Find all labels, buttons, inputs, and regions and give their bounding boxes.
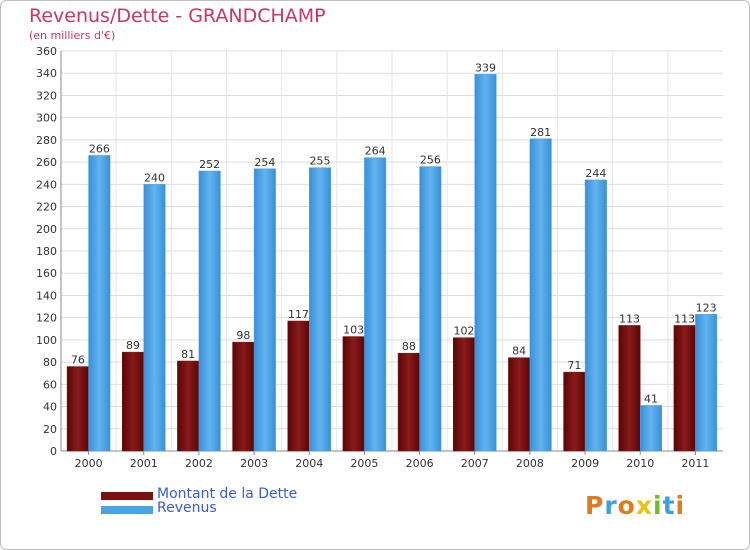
brand-letter: r (604, 491, 618, 520)
x-tick-label: 2008 (516, 457, 544, 470)
y-tick-label: 100 (36, 334, 57, 347)
x-tick-label: 2004 (295, 457, 323, 470)
legend-swatch-revenue (101, 506, 153, 514)
bar-debt (397, 352, 420, 452)
y-tick-label: 360 (36, 45, 57, 58)
bar-revenue (309, 167, 331, 452)
legend-label-revenue: Revenus (157, 500, 217, 516)
data-label-debt: 117 (288, 308, 309, 321)
bar-debt (563, 371, 586, 452)
bar-revenue (474, 74, 497, 452)
y-tick-label: 120 (36, 312, 57, 325)
y-tick-label: 60 (43, 378, 57, 391)
x-tick-label: 2002 (185, 457, 213, 470)
y-tick-label: 300 (36, 112, 57, 125)
x-tick-label: 2005 (350, 457, 378, 470)
x-tick-label: 2011 (681, 457, 709, 470)
bar-revenue (253, 168, 276, 452)
x-tick-label: 2000 (75, 457, 103, 470)
data-label-debt: 113 (619, 312, 640, 325)
y-tick-label: 280 (36, 134, 57, 147)
x-tick-label: 2010 (626, 457, 654, 470)
chart-subtitle: (en milliers d'€) (29, 29, 116, 42)
data-label-debt: 113 (674, 312, 695, 325)
bar-revenue (640, 405, 662, 452)
bar-debt (122, 351, 144, 452)
data-label-revenue: 266 (89, 142, 110, 155)
y-tick-label: 200 (36, 223, 57, 236)
chart-title: Revenus/Dette - GRANDCHAMP (29, 5, 326, 27)
data-label-revenue: 281 (530, 126, 551, 139)
y-tick-label: 340 (36, 67, 57, 80)
y-tick-label: 20 (43, 423, 57, 436)
bar-revenue (529, 138, 552, 452)
brand-letter: i (653, 491, 663, 520)
y-tick-label: 260 (36, 156, 57, 169)
y-tick-label: 220 (36, 201, 57, 214)
legend-label-debt: Montant de la Dette (157, 486, 298, 502)
data-label-debt: 81 (181, 348, 195, 361)
bar-debt (177, 360, 200, 452)
bar-revenue (695, 314, 718, 452)
bar-revenue (143, 184, 166, 452)
data-label-revenue: 244 (585, 167, 606, 180)
bar-debt (618, 325, 641, 452)
bar-debt (287, 320, 310, 452)
bar-debt (66, 366, 89, 452)
data-label-revenue: 41 (644, 392, 658, 405)
bar-debt (508, 357, 531, 452)
y-tick-label: 40 (43, 401, 57, 414)
y-tick-label: 0 (50, 445, 57, 458)
x-tick-label: 2003 (240, 457, 268, 470)
brand-letter: i (675, 491, 686, 520)
data-label-debt: 71 (567, 359, 581, 372)
data-label-revenue: 255 (310, 155, 331, 168)
data-label-debt: 84 (512, 345, 526, 358)
bar-debt (342, 336, 365, 452)
brand-letter: o (617, 491, 636, 520)
y-tick-label: 160 (36, 267, 57, 280)
data-label-debt: 102 (454, 325, 475, 338)
data-label-debt: 89 (126, 339, 140, 352)
x-tick-label: 2006 (406, 457, 434, 470)
data-label-debt: 103 (343, 324, 364, 337)
y-tick-label: 140 (36, 289, 57, 302)
y-tick-label: 240 (36, 178, 57, 191)
brand-logo: Proxiti (585, 491, 685, 520)
brand-letter: t (662, 491, 676, 520)
data-label-debt: 98 (236, 329, 250, 342)
data-label-revenue: 339 (475, 61, 496, 74)
bar-debt (232, 341, 255, 452)
x-tick-label: 2001 (130, 457, 158, 470)
data-label-revenue: 254 (254, 156, 275, 169)
x-tick-label: 2009 (571, 457, 599, 470)
bar-revenue (584, 179, 607, 452)
brand-letter: x (635, 491, 653, 520)
x-tick-label: 2007 (461, 457, 489, 470)
data-label-revenue: 252 (199, 158, 220, 171)
bar-revenue (198, 170, 221, 452)
data-label-revenue: 256 (420, 154, 441, 167)
bar-revenue (419, 166, 442, 452)
bar-revenue (88, 155, 111, 452)
data-label-debt: 88 (402, 340, 416, 353)
data-label-debt: 76 (71, 354, 85, 367)
legend-swatch-debt (101, 492, 153, 500)
bar-debt (453, 337, 475, 452)
bar-debt (673, 325, 696, 452)
data-label-revenue: 123 (696, 301, 717, 314)
data-label-revenue: 264 (365, 145, 386, 158)
brand-letter: P (585, 491, 605, 520)
data-label-revenue: 240 (144, 171, 165, 184)
y-tick-label: 80 (43, 356, 57, 369)
bar-revenue (364, 157, 387, 452)
y-tick-label: 180 (36, 245, 57, 258)
y-tick-label: 320 (36, 89, 57, 102)
